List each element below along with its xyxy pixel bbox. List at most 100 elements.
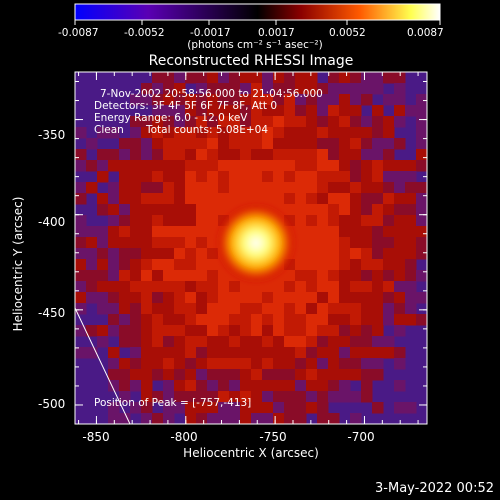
emission-pixel <box>284 94 296 106</box>
emission-pixel <box>97 259 109 271</box>
emission-pixel <box>317 413 329 424</box>
emission-pixel <box>130 226 142 238</box>
emission-pixel <box>163 292 175 304</box>
emission-pixel <box>196 193 208 205</box>
emission-pixel <box>163 303 175 315</box>
emission-pixel <box>295 336 307 348</box>
emission-pixel <box>295 72 307 84</box>
emission-pixel <box>416 105 427 117</box>
emission-pixel <box>240 358 252 370</box>
emission-pixel <box>119 215 131 227</box>
emission-pixel <box>405 105 417 117</box>
emission-pixel <box>174 281 186 293</box>
emission-pixel <box>416 149 427 161</box>
emission-pixel <box>350 215 362 227</box>
emission-pixel <box>361 116 373 128</box>
emission-pixel <box>196 248 208 260</box>
emission-pixel <box>229 336 241 348</box>
emission-pixel <box>163 116 175 128</box>
emission-pixel <box>295 171 307 183</box>
emission-pixel <box>372 149 384 161</box>
x-tick-label: -700 <box>347 430 375 444</box>
x-axis-label: Heliocentric X (arcsec) <box>183 446 319 460</box>
emission-pixel <box>174 160 186 172</box>
emission-pixel <box>185 94 197 106</box>
emission-pixel <box>372 259 384 271</box>
emission-pixel <box>196 402 208 414</box>
emission-pixel <box>108 149 120 161</box>
emission-pixel <box>383 204 395 216</box>
emission-pixel <box>141 160 153 172</box>
emission-pixel <box>196 226 208 238</box>
emission-pixel <box>240 347 252 359</box>
emission-pixel <box>317 149 329 161</box>
time-range: 7-Nov-2002 20:58:56.000 to 21:04:56.000 <box>100 88 323 100</box>
emission-pixel <box>86 237 98 249</box>
emission-pixel <box>372 138 384 150</box>
emission-pixel <box>130 127 142 139</box>
emission-pixel <box>174 248 186 260</box>
emission-pixel <box>185 182 197 194</box>
emission-pixel <box>339 347 351 359</box>
emission-pixel <box>328 413 340 424</box>
emission-pixel <box>317 204 329 216</box>
emission-pixel <box>273 391 285 403</box>
emission-pixel <box>350 138 362 150</box>
emission-pixel <box>207 380 219 392</box>
emission-pixel <box>328 380 340 392</box>
emission-pixel <box>284 171 296 183</box>
emission-pixel <box>394 237 406 249</box>
emission-pixel <box>361 83 373 95</box>
emission-pixel <box>394 94 406 106</box>
emission-pixel <box>163 380 175 392</box>
emission-pixel <box>196 413 208 424</box>
emission-pixel <box>350 248 362 260</box>
emission-pixel <box>394 72 406 84</box>
emission-pixel <box>97 248 109 260</box>
emission-pixel <box>317 380 329 392</box>
emission-pixel <box>317 83 329 95</box>
emission-pixel <box>196 116 208 128</box>
emission-pixel <box>218 72 230 84</box>
emission-pixel <box>383 303 395 315</box>
emission-pixel <box>207 336 219 348</box>
emission-pixel <box>339 314 351 326</box>
emission-pixel <box>174 105 186 117</box>
emission-pixel <box>207 413 219 424</box>
emission-pixel <box>394 347 406 359</box>
emission-pixel <box>229 358 241 370</box>
image-area <box>75 72 427 424</box>
emission-pixel <box>141 380 153 392</box>
emission-pixel <box>350 369 362 381</box>
emission-pixel <box>284 182 296 194</box>
emission-pixel <box>218 138 230 150</box>
emission-pixel <box>383 215 395 227</box>
emission-pixel <box>262 303 274 315</box>
emission-pixel <box>328 248 340 260</box>
emission-pixel <box>372 336 384 348</box>
emission-pixel <box>394 358 406 370</box>
emission-pixel <box>251 182 263 194</box>
emission-pixel <box>394 402 406 414</box>
emission-pixel <box>339 292 351 304</box>
emission-pixel <box>273 303 285 315</box>
emission-pixel <box>174 314 186 326</box>
emission-pixel <box>163 248 175 260</box>
emission-pixel <box>207 72 219 84</box>
emission-pixel <box>339 325 351 337</box>
emission-pixel <box>416 116 427 128</box>
emission-pixel <box>229 72 241 84</box>
emission-pixel <box>416 215 427 227</box>
emission-pixel <box>75 193 87 205</box>
emission-pixel <box>207 402 219 414</box>
flare-peak <box>216 203 296 283</box>
emission-pixel <box>141 413 153 424</box>
emission-pixel <box>229 171 241 183</box>
emission-pixel <box>350 237 362 249</box>
emission-pixel <box>185 215 197 227</box>
emission-pixel <box>262 292 274 304</box>
emission-pixel <box>196 171 208 183</box>
emission-pixel <box>339 182 351 194</box>
emission-pixel <box>119 380 131 392</box>
emission-pixel <box>306 149 318 161</box>
